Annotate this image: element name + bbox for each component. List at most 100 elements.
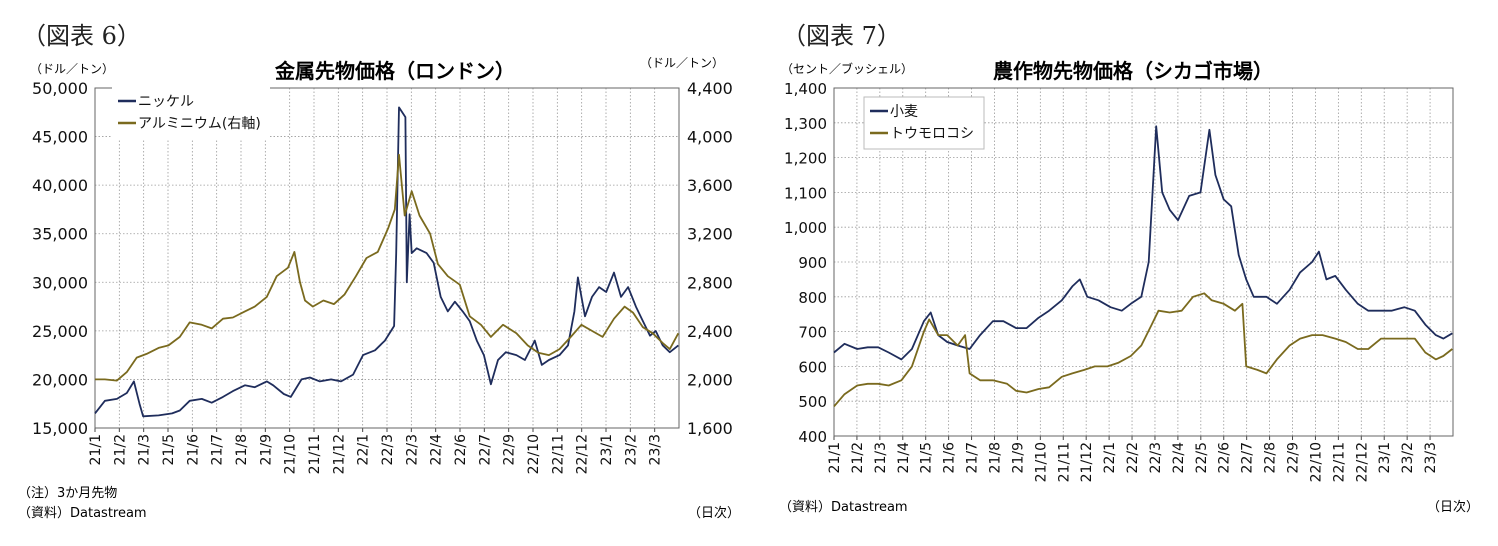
- x-tick-label: 23/1: [599, 434, 615, 465]
- series-line: [833, 292, 1453, 407]
- chart-panel-crop: （図表 7） 農作物先物価格（シカゴ市場） （セント／ブッシェル） （資料）Da…: [755, 0, 1498, 546]
- x-tick-label: 22/11: [550, 434, 566, 474]
- plot-border: [94, 87, 680, 429]
- x-tick-label: 21/8: [987, 442, 1003, 473]
- legend-label: 小麦: [890, 104, 918, 120]
- legend-box: [863, 96, 985, 150]
- chart-title: 金属先物価格（ロンドン）: [274, 59, 515, 83]
- x-tick-label: 21/4: [896, 442, 912, 474]
- x-tick-label: 22/10: [526, 434, 542, 474]
- x-tick-label: 21/11: [307, 434, 323, 474]
- x-tick-label: 21/10: [1033, 442, 1049, 482]
- x-tick-label: 21/5: [919, 442, 935, 473]
- x-tick-label: 21/3: [137, 434, 153, 465]
- y2-tick-label: 2,400: [687, 322, 733, 341]
- x-tick-label: 22/4: [1171, 442, 1187, 474]
- x-tick-label: 22/1: [356, 434, 372, 465]
- metal-price-chart: 金属先物価格（ロンドン） （ドル／トン） （ドル／トン） （注）3か月先物 （資…: [18, 56, 740, 521]
- x-tick-label: 22/3: [404, 434, 420, 465]
- x-tick-label: 22/3: [380, 434, 396, 465]
- x-axis-unit: （日次）: [688, 505, 740, 521]
- x-tick-label: 23/3: [1423, 442, 1439, 473]
- x-tick-label: 21/9: [258, 434, 274, 465]
- x-tick-label: 22/7: [477, 434, 493, 465]
- series-line: [833, 125, 1453, 361]
- x-tick-label: 22/9: [502, 434, 518, 465]
- x-tick-label: 21/10: [283, 434, 299, 474]
- x-tick-label: 22/6: [453, 434, 469, 466]
- series-line: [95, 153, 680, 382]
- left-axis-unit: （ドル／トン）: [30, 62, 114, 76]
- x-tick-label: 22/8: [1263, 442, 1279, 473]
- x-tick-label: 22/10: [1308, 442, 1324, 482]
- y-tick-label: 900: [798, 254, 827, 272]
- y-tick-label: 1,400: [784, 80, 827, 98]
- x-tick-label: 21/12: [331, 434, 347, 474]
- x-tick-label: 21/1: [827, 442, 843, 473]
- x-tick-label: 21/5: [161, 434, 177, 465]
- x-tick-label: 23/3: [648, 434, 664, 465]
- y2-tick-label: 4,000: [687, 128, 733, 147]
- chart-source: （資料）Datastream: [18, 506, 147, 521]
- y-tick-label: 1,100: [784, 184, 827, 202]
- x-tick-label: 23/2: [1400, 442, 1416, 473]
- x-tick-label: 21/2: [850, 442, 866, 473]
- y-tick-label: 35,000: [32, 225, 88, 244]
- x-tick-label: 21/6: [185, 434, 201, 466]
- y-tick-label: 500: [798, 393, 827, 411]
- x-tick-label: 21/1: [88, 434, 104, 465]
- y-tick-label: 40,000: [32, 176, 88, 195]
- y-tick-label: 400: [798, 428, 827, 446]
- plot-area: [94, 87, 680, 432]
- y2-tick-label: 3,600: [687, 176, 733, 195]
- legend-label: アルミニウム(右軸): [138, 116, 261, 132]
- y-tick-label: 45,000: [32, 128, 88, 147]
- y2-tick-label: 1,600: [687, 419, 733, 438]
- x-tick-label: 22/3: [1148, 442, 1164, 473]
- x-tick-label: 21/7: [210, 434, 226, 465]
- left-axis-unit: （セント／ブッシェル）: [781, 61, 913, 76]
- series-line: [94, 106, 679, 418]
- x-tick-label: 22/2: [1125, 442, 1141, 473]
- right-axis-unit: （ドル／トン）: [640, 56, 724, 70]
- x-tick-label: 21/6: [942, 442, 958, 474]
- x-tick-label: 21/3: [873, 442, 889, 473]
- chart-panel-metal: （図表 6） 金属先物価格（ロンドン） （ドル／トン） （ドル／トン） （注）3…: [0, 0, 745, 546]
- y-tick-label: 800: [798, 289, 827, 307]
- figure-label: （図表 7）: [782, 22, 901, 50]
- x-tick-label: 22/11: [1331, 442, 1347, 482]
- x-tick-label: 21/8: [234, 434, 250, 465]
- x-tick-label: 22/6: [1217, 442, 1233, 474]
- x-tick-label: 22/12: [1354, 442, 1370, 482]
- y-tick-label: 25,000: [32, 322, 88, 341]
- x-tick-label: 22/1: [1102, 442, 1118, 473]
- y-tick-label: 30,000: [32, 273, 88, 292]
- y-tick-label: 600: [798, 358, 827, 376]
- x-tick-label: 23/2: [623, 434, 639, 465]
- x-axis-unit: （日次）: [1427, 499, 1479, 515]
- y-tick-label: 50,000: [32, 79, 88, 98]
- y-tick-label: 1,200: [784, 150, 827, 168]
- legend-box: [112, 87, 270, 139]
- crop-price-chart: 農作物先物価格（シカゴ市場） （セント／ブッシェル） （資料）Datastrea…: [779, 59, 1479, 515]
- y2-tick-label: 2,000: [687, 370, 733, 389]
- x-tick-label: 21/7: [965, 442, 981, 473]
- chart-source: （資料）Datastream: [779, 500, 908, 515]
- x-tick-label: 22/7: [1240, 442, 1256, 473]
- x-tick-label: 21/2: [112, 434, 128, 465]
- plot-border: [833, 87, 1454, 437]
- y-tick-label: 15,000: [32, 419, 88, 438]
- x-tick-label: 23/1: [1377, 442, 1393, 473]
- chart-title: 農作物先物価格（シカゴ市場）: [993, 59, 1273, 83]
- y-tick-label: 700: [798, 324, 827, 342]
- x-tick-label: 21/12: [1079, 442, 1095, 482]
- x-tick-label: 21/11: [1056, 442, 1072, 482]
- y-tick-label: 20,000: [32, 370, 88, 389]
- x-tick-label: 22/9: [1286, 442, 1302, 473]
- legend-label: ニッケル: [138, 94, 194, 110]
- y2-tick-label: 3,200: [687, 225, 733, 244]
- y-tick-label: 1,300: [784, 115, 827, 133]
- x-tick-label: 22/4: [429, 434, 445, 466]
